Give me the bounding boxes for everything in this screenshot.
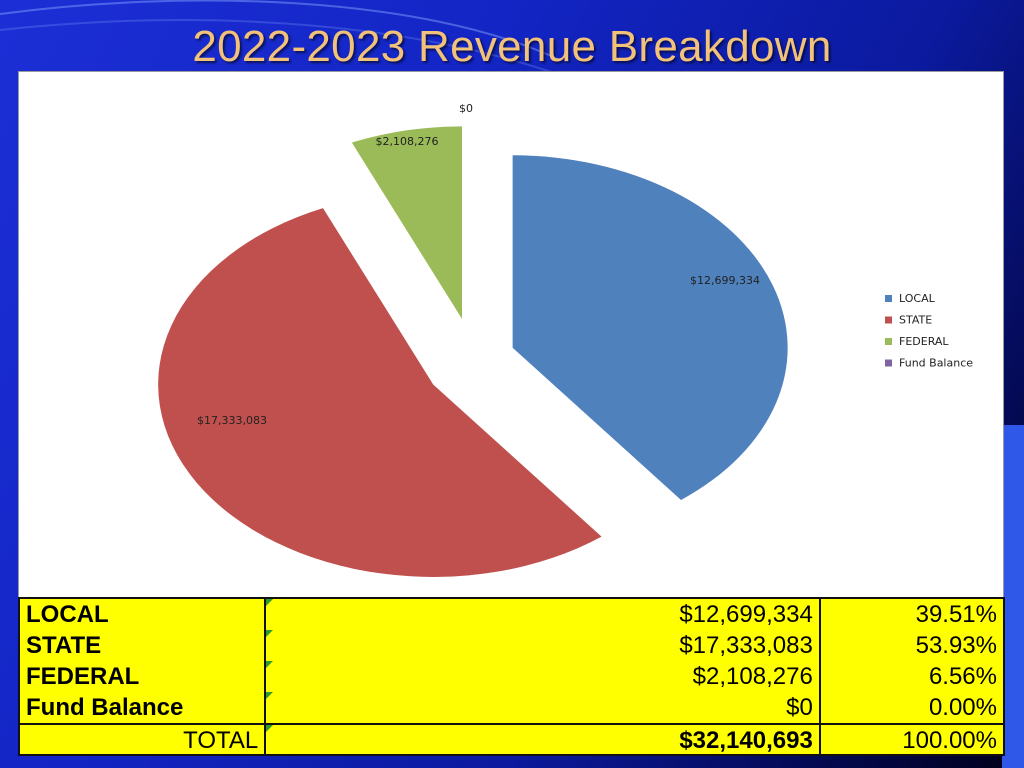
cell-marker-icon xyxy=(266,630,274,637)
legend-swatch xyxy=(885,295,892,302)
data-label: $2,108,276 xyxy=(376,135,439,148)
row-percent: 0.00% xyxy=(928,694,997,721)
total-amount: $32,140,693 xyxy=(265,723,821,756)
row-amount: $0 xyxy=(265,692,821,724)
cell-marker-icon xyxy=(266,725,274,732)
table-total-row: TOTAL $32,140,693 100.00% xyxy=(20,723,1003,756)
row-percent: 39.51% xyxy=(915,601,997,628)
data-label: $12,699,334 xyxy=(690,274,760,287)
cell-marker-icon xyxy=(266,661,274,668)
legend-swatch xyxy=(885,338,892,345)
cell-marker-icon xyxy=(266,599,274,606)
legend-label: STATE xyxy=(899,314,932,327)
pie-slice-state xyxy=(158,208,602,577)
total-label: TOTAL xyxy=(20,723,267,756)
legend-label: FEDERAL xyxy=(899,335,949,348)
row-name: LOCAL xyxy=(20,599,267,630)
cell-marker-icon xyxy=(266,692,274,699)
total-percent: 100.00% xyxy=(819,723,1003,756)
pie-slice-local xyxy=(512,155,788,500)
legend-swatch xyxy=(885,316,892,324)
table-row: FEDERAL $2,108,276 6.56% xyxy=(20,661,1003,692)
pie-slice-federal xyxy=(351,126,462,319)
row-name: STATE xyxy=(20,630,267,661)
row-amount: $17,333,083 xyxy=(265,630,821,661)
pie-chart: $12,699,334 $17,333,083 $2,108,276 $0 LOCAL… xyxy=(158,102,973,577)
revenue-table: LOCAL $12,699,334 39.51% STATE $17,333,0… xyxy=(18,597,1005,756)
table-row: LOCAL $12,699,334 39.51% xyxy=(20,599,1003,630)
table-row: STATE $17,333,083 53.93% xyxy=(20,630,1003,661)
slide-title: 2022-2023 Revenue Breakdown xyxy=(192,22,832,71)
table-row: Fund Balance $0 0.00% xyxy=(20,692,1003,724)
row-amount: $2,108,276 xyxy=(265,661,821,692)
legend-label: LOCAL xyxy=(899,292,936,305)
data-label: $0 xyxy=(459,102,473,115)
data-label: $17,333,083 xyxy=(197,414,267,427)
row-percent: 53.93% xyxy=(915,632,997,659)
accent-bar xyxy=(1002,425,1024,768)
legend-label: Fund Balance xyxy=(899,357,973,370)
row-percent: 6.56% xyxy=(928,663,997,690)
row-name: FEDERAL xyxy=(20,661,267,692)
chart-area: $12,699,334 $17,333,083 $2,108,276 $0 LOCAL… xyxy=(18,71,1004,598)
row-name: Fund Balance xyxy=(20,692,267,724)
row-amount: $12,699,334 xyxy=(265,599,821,630)
legend-swatch xyxy=(885,359,892,367)
